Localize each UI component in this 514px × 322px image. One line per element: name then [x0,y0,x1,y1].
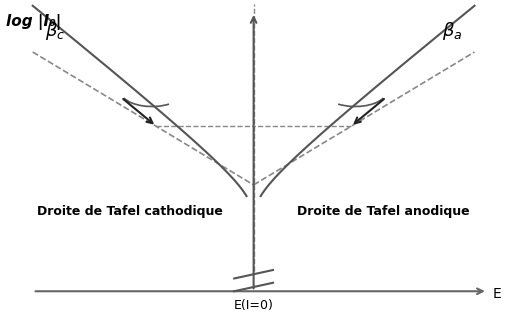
Text: log |I₀|: log |I₀| [6,14,61,30]
Text: E(I=0): E(I=0) [234,299,273,312]
Text: E: E [492,287,501,301]
Text: $\beta_c$: $\beta_c$ [45,20,65,42]
Text: $\beta_a$: $\beta_a$ [442,20,463,42]
Text: Droite de Tafel anodique: Droite de Tafel anodique [298,205,470,218]
Text: Droite de Tafel cathodique: Droite de Tafel cathodique [37,205,223,218]
